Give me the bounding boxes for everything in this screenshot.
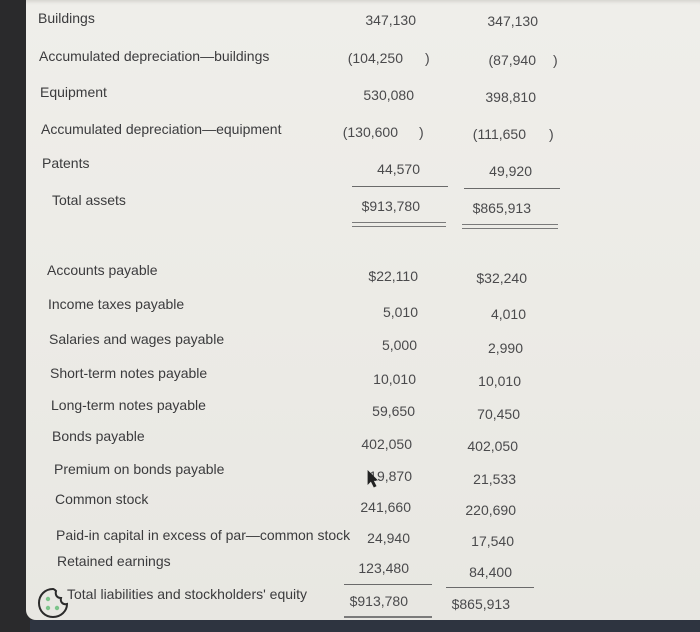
equipment-current: 530,080 <box>363 87 414 103</box>
retained-earnings-prior: 84,400 <box>469 564 512 580</box>
row-label-salaries-wages-payable: Salaries and wages payable <box>49 331 225 347</box>
bonds-payable-current: 402,050 <box>361 436 412 452</box>
retained-earnings-current: 123,480 <box>358 560 409 576</box>
total-rule <box>344 616 432 618</box>
subtotal-rule <box>464 188 560 189</box>
row-label-paid-in-capital: Paid-in capital in excess of par—common … <box>56 527 351 543</box>
total-assets-current: $913,780 <box>361 198 420 214</box>
row-label-equipment: Equipment <box>40 84 107 100</box>
long-term-notes-prior: 70,450 <box>477 406 520 422</box>
row-label-buildings: Buildings <box>38 10 95 26</box>
buildings-prior: 347,130 <box>487 13 538 29</box>
row-label-patents: Patents <box>42 155 90 171</box>
income-taxes-payable-prior: 4,010 <box>490 306 526 322</box>
subtotal-rule <box>446 587 534 588</box>
mouse-pointer-icon <box>367 470 378 488</box>
salaries-wages-payable-prior: 2,990 <box>487 340 523 356</box>
paid-in-capital-current: 24,940 <box>367 530 410 546</box>
row-label-total-assets: Total assets <box>52 192 126 208</box>
row-label-bonds-payable: Bonds payable <box>52 428 145 444</box>
short-term-notes-prior: 10,010 <box>478 373 521 389</box>
row-label-retained-earnings: Retained earnings <box>57 553 171 569</box>
short-term-notes-current: 10,010 <box>373 371 416 387</box>
cookie-icon[interactable] <box>36 586 70 620</box>
patents-prior: 49,920 <box>489 163 532 179</box>
premium-bonds-prior: 21,533 <box>473 471 516 487</box>
common-stock-prior: 220,690 <box>465 502 516 518</box>
total-assets-prior: $865,913 <box>472 200 531 216</box>
row-label-accounts-payable: Accounts payable <box>47 262 158 278</box>
total-double-rule <box>462 224 558 229</box>
accum-dep-equipment-current: (130,600 <box>342 124 398 140</box>
row-label-short-term-notes: Short-term notes payable <box>50 365 208 381</box>
total-double-rule <box>352 222 446 227</box>
paren-close: ) <box>425 50 430 66</box>
equipment-prior: 398,810 <box>485 89 536 105</box>
salaries-wages-payable-current: 5,000 <box>381 337 417 353</box>
premium-bonds-current: 19,870 <box>369 468 412 484</box>
row-label-long-term-notes: Long-term notes payable <box>51 397 206 413</box>
buildings-current: 347,130 <box>365 12 416 28</box>
income-taxes-payable-current: 5,010 <box>382 304 418 320</box>
paren-close: ) <box>549 126 554 142</box>
accounts-payable-prior: $32,240 <box>476 270 527 286</box>
subtotal-rule <box>352 186 448 187</box>
accum-dep-equipment-prior: (111,650 <box>472 126 526 142</box>
balance-sheet-screen: Buildings 347,130 347,130 Accumulated de… <box>26 0 700 620</box>
common-stock-current: 241,660 <box>360 499 411 515</box>
total-liabilities-equity-prior: $865,913 <box>451 596 510 612</box>
row-label-common-stock: Common stock <box>55 491 149 507</box>
total-liabilities-equity-current: $913,780 <box>349 593 408 609</box>
subtotal-rule <box>344 584 432 585</box>
accum-dep-buildings-prior: (87,940 <box>488 52 536 68</box>
accounts-payable-current: $22,110 <box>368 268 418 284</box>
row-label-income-taxes-payable: Income taxes payable <box>48 296 185 312</box>
paren-close: ) <box>553 52 558 68</box>
row-label-premium-bonds: Premium on bonds payable <box>54 461 225 477</box>
accum-dep-buildings-current: (104,250 <box>347 50 403 66</box>
row-label-total-liabilities-equity: Total liabilities and stockholders' equi… <box>67 586 308 602</box>
paren-close: ) <box>419 124 424 140</box>
bonds-payable-prior: 402,050 <box>467 438 518 454</box>
patents-current: 44,570 <box>377 161 420 177</box>
paid-in-capital-prior: 17,540 <box>471 533 514 549</box>
long-term-notes-current: 59,650 <box>372 403 415 419</box>
row-label-accum-dep-buildings: Accumulated depreciation—buildings <box>39 48 270 64</box>
screen-bottom-bezel <box>30 620 700 632</box>
row-label-accum-dep-equipment: Accumulated depreciation—equipment <box>41 121 282 137</box>
